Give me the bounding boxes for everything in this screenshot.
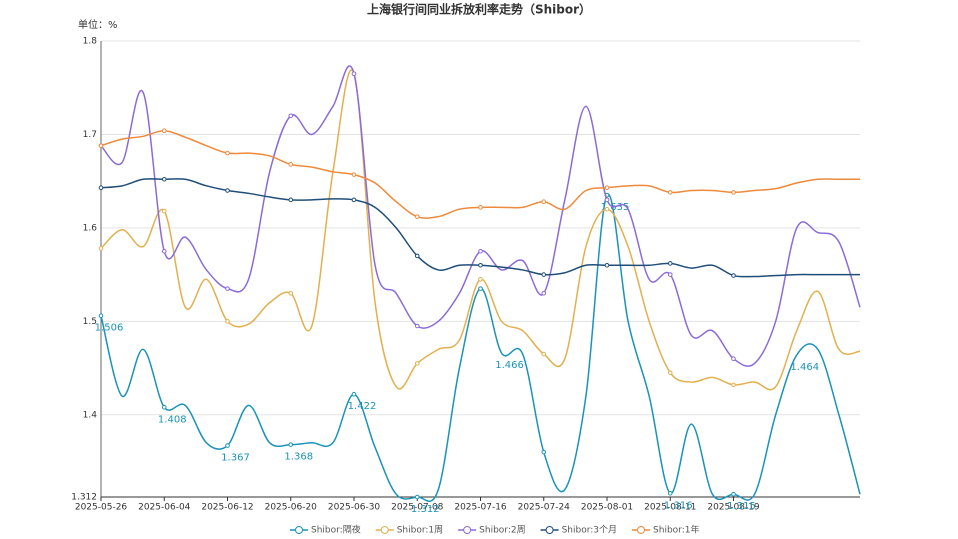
point: [351, 71, 357, 77]
data-label: 1.367: [221, 453, 250, 464]
data-label: 1.312: [411, 504, 440, 515]
legend-label: Shibor:隔夜: [311, 524, 361, 536]
x-tick-label: 2025-07-16: [454, 503, 507, 513]
series-line: [100, 69, 861, 391]
point: [541, 351, 547, 357]
legend-label: Shibor:2周: [479, 525, 525, 536]
point: [98, 143, 104, 148]
data-label: 1.408: [158, 414, 187, 425]
y-tick-label: 1.8: [83, 37, 98, 47]
point: [604, 197, 610, 203]
chart-title: 上海银行间同业拆放利率走势（Shibor）: [367, 2, 591, 17]
point: [541, 290, 547, 296]
x-tick-label: 2025-05-26: [75, 503, 128, 513]
legend-label: Shibor:1周: [397, 525, 443, 536]
y-tick-label: 1.7: [83, 130, 97, 140]
y-tick-label: 1.6: [83, 223, 98, 233]
point: [98, 246, 104, 251]
series-line: [100, 193, 861, 502]
point: [414, 323, 420, 329]
point: [667, 272, 673, 277]
y-tick-label: 1.5: [83, 317, 97, 327]
point: [161, 128, 167, 134]
point: [414, 494, 420, 500]
legend-icon: [545, 526, 554, 534]
data-label: 1.635: [601, 202, 630, 213]
point: [731, 382, 736, 388]
data-label: 1.506: [95, 323, 124, 334]
point: [414, 361, 420, 366]
point: [351, 391, 357, 397]
point: [541, 272, 547, 277]
point: [288, 290, 294, 296]
x-tick-label: 2025-06-30: [328, 503, 381, 513]
series-line: [100, 129, 860, 219]
point: [414, 214, 420, 219]
data-label: 1.422: [348, 401, 377, 412]
x-tick-label: 2025-06-20: [265, 503, 318, 513]
point: [541, 449, 547, 455]
point: [225, 443, 230, 448]
x-tick-label: 2025-08-01: [581, 503, 633, 513]
point: [478, 262, 483, 268]
y-unit: 单位：%: [78, 18, 118, 31]
legend-label: Shibor:3个月: [562, 525, 617, 536]
point: [604, 185, 610, 191]
point: [667, 370, 673, 376]
point: [351, 197, 357, 203]
x-tick-label: 2025-06-04: [138, 503, 191, 513]
legend-icon: [295, 526, 303, 534]
x-tick-label: 2025-07-08: [391, 503, 444, 513]
x-tick-label: 2025-06-12: [201, 503, 253, 513]
point: [98, 313, 104, 319]
x-tick-label: 2025-08-19: [707, 503, 760, 513]
point: [288, 197, 294, 203]
point: [478, 248, 483, 254]
point: [161, 208, 167, 214]
x-tick-label: 2025-07-24: [518, 503, 571, 513]
point: [478, 286, 483, 291]
point: [225, 319, 230, 324]
point: [604, 206, 610, 212]
series-line: [100, 65, 861, 367]
data-label: 1.368: [284, 452, 313, 463]
point: [161, 248, 167, 254]
x-tick-label: 2025-08-11: [644, 503, 696, 513]
point: [225, 150, 230, 156]
point: [731, 356, 736, 362]
point: [161, 404, 167, 410]
point: [288, 113, 294, 119]
legend-icon: [637, 526, 646, 534]
data-label: 1.466: [495, 360, 524, 371]
point: [604, 262, 610, 268]
y-tick-label: 1.312: [71, 493, 97, 503]
point: [731, 273, 736, 278]
legend-icon: [463, 526, 472, 534]
point: [288, 442, 294, 447]
point: [478, 276, 483, 282]
y-tick-label: 1.4: [83, 410, 98, 420]
point: [414, 253, 420, 259]
point: [731, 491, 736, 497]
legend-icon: [380, 526, 389, 534]
data-label: 1.315: [727, 501, 756, 512]
data-label: 1.464: [790, 362, 819, 373]
point: [288, 162, 294, 167]
point: [351, 172, 357, 177]
point: [98, 185, 104, 191]
point: [667, 190, 673, 195]
point: [161, 176, 167, 182]
data-label: 1.316: [664, 500, 693, 511]
point: [541, 199, 547, 205]
legend-label: Shibor:1年: [653, 524, 699, 536]
point: [478, 205, 483, 210]
point: [731, 190, 736, 195]
point: [225, 188, 230, 193]
point: [225, 286, 230, 291]
point: [667, 261, 673, 266]
point: [667, 490, 673, 496]
